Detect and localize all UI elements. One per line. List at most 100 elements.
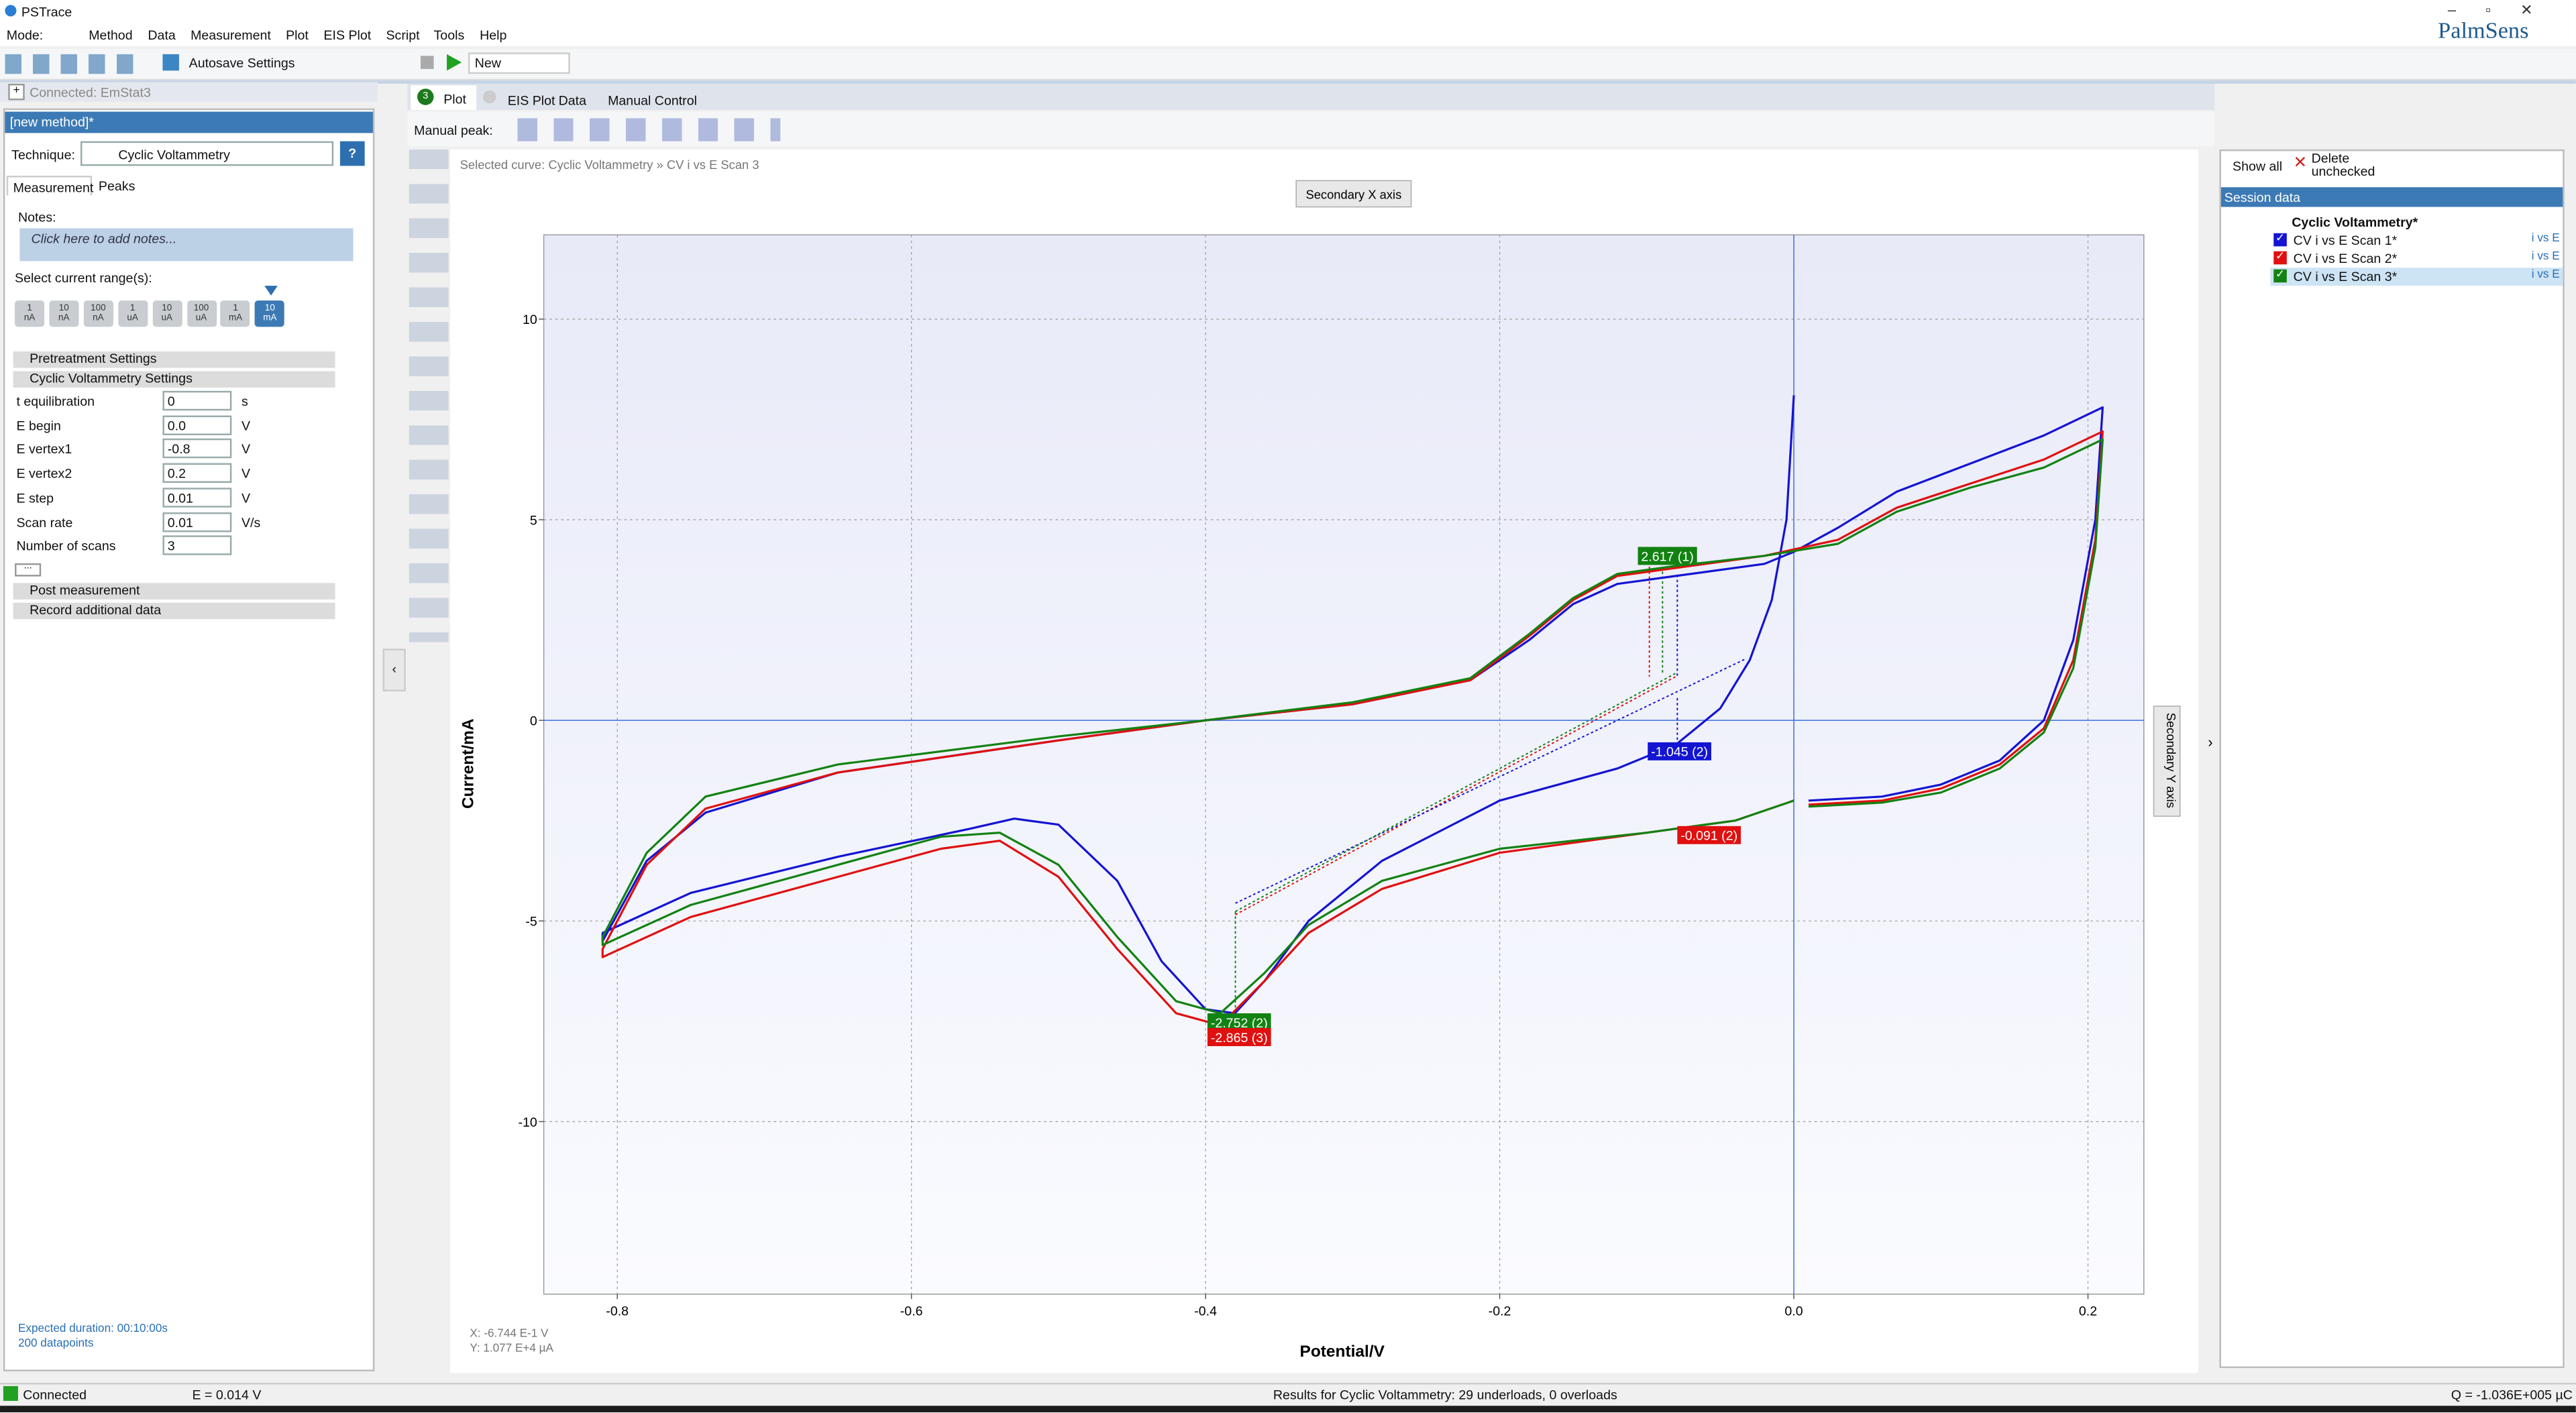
- method-select[interactable]: New: [468, 52, 570, 74]
- plot-tool-strip[interactable]: [409, 149, 449, 642]
- record-section[interactable]: Record additional data: [13, 602, 335, 620]
- param-name: E vertex2: [16, 466, 72, 482]
- peak-label: -2.865 (3): [1211, 1031, 1268, 1045]
- tab-eis[interactable]: EIS Plot: [507, 93, 555, 109]
- autosave-icon[interactable]: [162, 54, 179, 71]
- taskbar: [0, 1406, 2576, 1413]
- connection-bar: [0, 82, 378, 102]
- tab-manual[interactable]: Manual Control: [608, 93, 697, 109]
- expand-button[interactable]: +: [8, 83, 25, 101]
- menu-item[interactable]: Method: [89, 27, 133, 43]
- range-number: 10: [264, 304, 275, 314]
- collapse-left[interactable]: ‹: [382, 648, 406, 691]
- param-value[interactable]: 0.0: [162, 414, 232, 435]
- technique-select[interactable]: Cyclic Voltammetry: [80, 141, 334, 166]
- more-button[interactable]: ...: [15, 562, 42, 577]
- collapse-right[interactable]: ›: [2208, 734, 2212, 750]
- peak-label-bg: [1207, 1028, 1271, 1046]
- curve-name[interactable]: CV i vs E Scan 3*: [2293, 269, 2398, 284]
- menu-item[interactable]: Script: [386, 27, 420, 43]
- range-number: 100: [193, 304, 209, 314]
- stop-button[interactable]: [420, 56, 434, 69]
- range-button[interactable]: 1 uA: [117, 300, 148, 327]
- param-unit: V: [241, 418, 251, 433]
- tab-data[interactable]: Data: [558, 93, 587, 109]
- param-name: E begin: [16, 418, 61, 433]
- range-button[interactable]: 100 nA: [83, 300, 113, 327]
- param-value[interactable]: -0.8: [162, 439, 232, 459]
- help-button[interactable]: ?: [339, 141, 365, 166]
- range-marker: [264, 286, 278, 296]
- peak-label-bg: [1648, 742, 1711, 760]
- run-button[interactable]: [447, 54, 462, 71]
- tab-plot[interactable]: Plot: [443, 92, 466, 107]
- range-unit: nA: [23, 313, 36, 324]
- curve-checkbox[interactable]: ✓: [2273, 233, 2287, 247]
- param-value[interactable]: 0.01: [162, 511, 232, 532]
- param-value[interactable]: 0: [162, 390, 232, 411]
- secondary-y-button[interactable]: [2153, 705, 2181, 817]
- range-unit: mA: [229, 313, 243, 324]
- peak-label: 2.617 (1): [1641, 549, 1693, 564]
- range-button[interactable]: 10 mA: [255, 300, 285, 327]
- show-all-button[interactable]: Show all: [2233, 159, 2283, 174]
- delete-button[interactable]: Delete unchecked: [2311, 151, 2375, 179]
- x-tick-label: -0.8: [606, 1304, 629, 1319]
- range-button[interactable]: 100 uA: [186, 300, 217, 327]
- tab-peaks[interactable]: Peaks: [98, 178, 136, 194]
- param-name: t equilibration: [16, 394, 95, 409]
- curve-tag: i vs E: [2531, 233, 2560, 245]
- menu-item[interactable]: Mode:: [6, 27, 44, 43]
- tab-dot: [482, 90, 496, 104]
- x-tick-label: 0.2: [2079, 1304, 2097, 1319]
- secondary-y-label[interactable]: Secondary Y axis: [2164, 713, 2178, 808]
- menu-item[interactable]: Measurement: [191, 27, 271, 43]
- menu-item[interactable]: Help: [480, 27, 507, 43]
- current-range-label: Select current range(s):: [15, 271, 152, 286]
- menu-item[interactable]: EIS Plot: [323, 27, 372, 43]
- param-value[interactable]: 0.2: [162, 463, 232, 484]
- autosave-button[interactable]: Autosave Settings: [189, 56, 295, 71]
- x-tick-label: 0.0: [1784, 1304, 1803, 1319]
- curve-name[interactable]: CV i vs E Scan 2*: [2293, 251, 2398, 266]
- pretreatment-section[interactable]: Pretreatment Settings: [13, 351, 335, 368]
- param-name: E vertex1: [16, 442, 72, 457]
- peak-label: -2.752 (2): [1211, 1016, 1268, 1031]
- range-number: 1: [129, 304, 136, 314]
- window-controls[interactable]: –▫✕: [2447, 1, 2563, 18]
- app-icon: [5, 5, 17, 17]
- peak-label-bg: [1677, 826, 1741, 844]
- curve-checkbox[interactable]: ✓: [2273, 269, 2287, 283]
- param-value[interactable]: 0.01: [162, 487, 232, 508]
- curve-name[interactable]: CV i vs E Scan 1*: [2293, 233, 2398, 248]
- cv-section[interactable]: Cyclic Voltammetry Settings: [13, 371, 335, 388]
- menu-item[interactable]: Tools: [433, 27, 465, 43]
- session-root[interactable]: Cyclic Voltammetry*: [2292, 215, 2418, 230]
- secondary-x-button[interactable]: [1295, 180, 1412, 208]
- manual-peak-label[interactable]: Manual peak:: [414, 123, 493, 138]
- param-name: Scan rate: [16, 514, 73, 530]
- notes-field[interactable]: Click here to add notes...: [19, 228, 354, 262]
- secondary-x-label[interactable]: Secondary X axis: [1305, 187, 1401, 201]
- post-section[interactable]: Post measurement: [13, 583, 335, 600]
- param-value[interactable]: 3: [162, 535, 232, 556]
- toolbar-icons[interactable]: [5, 54, 137, 74]
- range-button[interactable]: 10 uA: [152, 300, 182, 327]
- peak-tools[interactable]: [517, 118, 781, 142]
- status-bar: [0, 1382, 2576, 1408]
- param-name: E step: [16, 490, 54, 506]
- connection-label: Connected: EmStat3: [30, 85, 151, 101]
- param-unit: V: [241, 442, 251, 457]
- range-button[interactable]: 10 nA: [49, 300, 79, 327]
- menu-item[interactable]: Data: [148, 27, 176, 43]
- param-unit: V/s: [241, 514, 261, 530]
- y-tick-label: 10: [523, 313, 537, 327]
- range-button[interactable]: 1 mA: [221, 300, 251, 327]
- range-button[interactable]: 1 nA: [15, 300, 45, 327]
- tab-measurement[interactable]: Measurement: [6, 176, 93, 196]
- range-number: 10: [58, 304, 69, 314]
- plot-area: [543, 234, 2145, 1295]
- curve-checkbox[interactable]: ✓: [2273, 251, 2287, 265]
- menu-item[interactable]: Plot: [286, 27, 309, 43]
- range-unit: mA: [263, 313, 277, 324]
